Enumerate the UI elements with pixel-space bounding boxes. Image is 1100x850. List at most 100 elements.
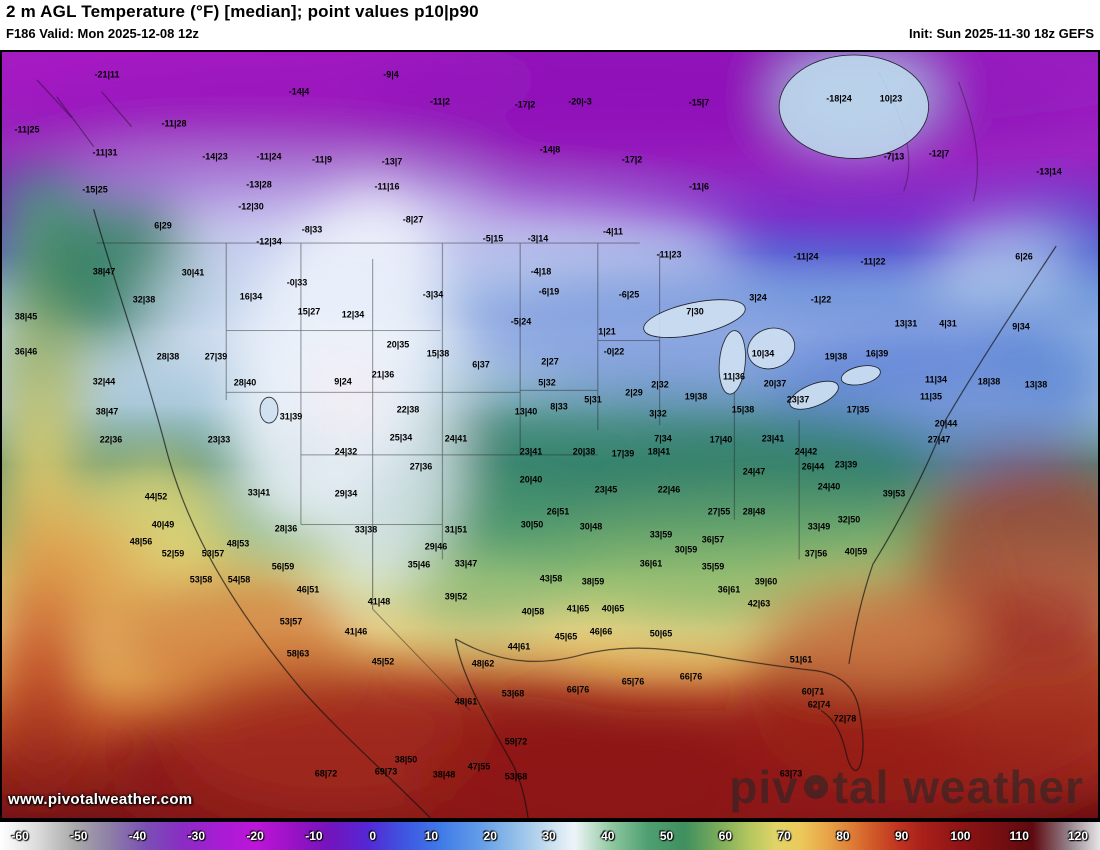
point-value: -18|24 — [826, 93, 852, 104]
colorbar-tick-label: 70 — [777, 829, 791, 843]
point-value: -9|4 — [383, 69, 399, 80]
colorbar-tick-label: 100 — [950, 829, 971, 843]
point-value: 24|41 — [444, 433, 468, 444]
point-value: 23|39 — [834, 459, 858, 470]
point-value: 68|72 — [314, 768, 338, 779]
map-header: 2 m AGL Temperature (°F) [median]; point… — [0, 0, 1100, 50]
point-value: 11|34 — [924, 374, 948, 385]
point-value: 13|40 — [514, 406, 538, 417]
point-value: 25|34 — [389, 432, 413, 443]
point-value: -13|7 — [381, 156, 403, 167]
point-value: 27|36 — [409, 461, 433, 472]
point-value: 22|38 — [396, 404, 420, 415]
point-value: -11|23 — [656, 249, 682, 260]
point-value: 29|34 — [334, 488, 358, 499]
point-value: 48|61 — [454, 696, 478, 707]
point-value: 11|36 — [722, 371, 746, 382]
point-value: 11|35 — [919, 391, 943, 402]
point-value: 38|45 — [14, 311, 38, 322]
map-canvas[interactable]: -21|11 -14|4 -9|4 -11|2 -17|2 -20|-3 -15|7 -18|… — [0, 50, 1100, 820]
point-value: 28|38 — [156, 351, 180, 362]
point-value: -15|25 — [82, 184, 108, 195]
point-value: 22|36 — [99, 434, 123, 445]
colorbar-tick-label: 40 — [601, 829, 615, 843]
point-value: 12|34 — [341, 309, 365, 320]
point-value: -3|34 — [422, 289, 444, 300]
brand-text-left: piv — [729, 761, 799, 813]
point-value: -6|19 — [538, 286, 560, 297]
point-value: -11|16 — [374, 181, 400, 192]
point-value: -14|4 — [288, 86, 310, 97]
point-value: 19|38 — [824, 351, 848, 362]
point-value: 30|41 — [181, 267, 205, 278]
point-value: 13|38 — [1024, 379, 1048, 390]
point-value: 32|50 — [837, 514, 861, 525]
point-value: 32|44 — [92, 376, 116, 387]
temperature-field — [2, 52, 1098, 818]
point-value: -17|2 — [514, 99, 536, 110]
point-value: 53|58 — [189, 574, 213, 585]
point-value: 24|32 — [334, 446, 358, 457]
point-value: -6|25 — [618, 289, 640, 300]
brand-watermark: piv tal weather — [729, 760, 1084, 814]
point-value: 23|41 — [761, 433, 785, 444]
point-value: 44|61 — [507, 641, 531, 652]
point-value: -17|2 — [621, 154, 643, 165]
point-value: 1|21 — [598, 326, 616, 337]
point-value: 50|65 — [649, 628, 673, 639]
point-value: 22|46 — [657, 484, 681, 495]
point-value: -11|25 — [14, 124, 40, 135]
colorbar-gradient — [0, 822, 1100, 850]
point-value: 59|72 — [504, 736, 528, 747]
point-value: -14|8 — [539, 144, 561, 155]
colorbar-tick-label: 50 — [659, 829, 674, 843]
point-value: 56|59 — [271, 561, 295, 572]
point-value: 37|56 — [804, 548, 828, 559]
point-value: 42|63 — [747, 598, 771, 609]
point-value: 53|68 — [501, 688, 525, 699]
point-value: 63|73 — [779, 768, 803, 779]
point-value: -11|22 — [860, 256, 886, 267]
point-value: 28|48 — [742, 506, 766, 517]
colorbar-tick-label: 30 — [542, 829, 556, 843]
point-value: 40|49 — [151, 519, 175, 530]
point-value: -12|34 — [256, 236, 282, 247]
point-value: 41|46 — [344, 626, 368, 637]
point-value: 16|34 — [239, 291, 263, 302]
colorbar-tick-label: -40 — [128, 829, 147, 843]
point-value: 33|41 — [247, 487, 271, 498]
point-value: 23|37 — [786, 394, 810, 405]
colorbar-tick-label: -10 — [305, 829, 323, 843]
point-value: 20|35 — [386, 339, 410, 350]
colorbar-tick-label: 80 — [836, 829, 850, 843]
point-value: 17|40 — [709, 434, 733, 445]
point-value: 52|59 — [161, 548, 185, 559]
point-value: 31|39 — [279, 411, 303, 422]
point-value: 27|39 — [204, 351, 228, 362]
point-value: 3|32 — [649, 408, 667, 419]
point-value: -8|27 — [402, 214, 424, 225]
point-value: 60|71 — [801, 686, 825, 697]
point-value: 24|42 — [794, 446, 818, 457]
colorbar-tick-label: 90 — [894, 829, 909, 843]
point-value: -15|7 — [688, 97, 710, 108]
point-value: 23|45 — [594, 484, 618, 495]
point-value: 30|59 — [674, 544, 698, 555]
point-value: 17|39 — [611, 448, 635, 459]
point-value: 38|47 — [95, 406, 119, 417]
page-title: 2 m AGL Temperature (°F) [median]; point… — [6, 2, 479, 21]
point-value: 26|44 — [801, 461, 825, 472]
point-value: 20|37 — [763, 378, 787, 389]
point-value: 53|57 — [279, 616, 303, 627]
colorbar-tick-label: -30 — [187, 829, 205, 843]
colorbar-tick-label: -20 — [246, 829, 264, 843]
brand-logo-icon — [803, 775, 828, 799]
point-value: 62|74 — [807, 699, 831, 710]
point-value: 28|36 — [274, 523, 298, 534]
point-value: 6|29 — [154, 220, 172, 231]
point-value: 15|27 — [297, 306, 321, 317]
point-value: -13|28 — [246, 179, 272, 190]
point-value: 6|37 — [472, 359, 490, 370]
point-value: -13|14 — [1036, 166, 1062, 177]
point-value: 33|38 — [354, 524, 378, 535]
